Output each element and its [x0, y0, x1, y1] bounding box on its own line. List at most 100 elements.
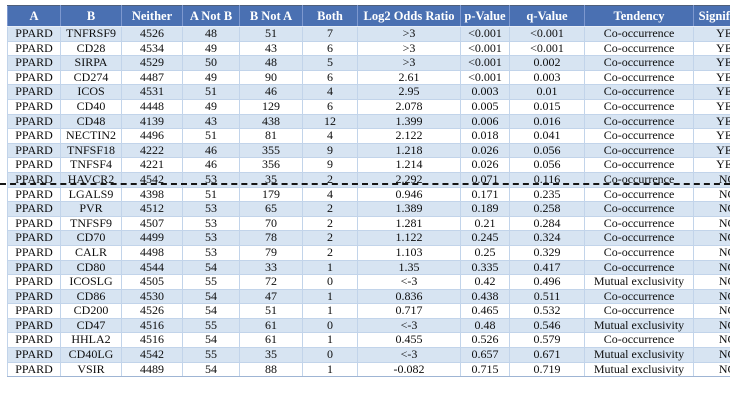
- cell-both: 4: [302, 186, 358, 203]
- cell-neither: 4534: [121, 40, 183, 57]
- table-row: PPARD CD48 4139 43 438 12 1.399 0.006 0.016 Co-oc…: [7, 113, 730, 130]
- cell-b: CD70: [60, 230, 122, 246]
- cell-p-value: 0.657: [460, 347, 510, 363]
- cell-neither: 4512: [121, 201, 183, 217]
- cell-significant: NO: [693, 347, 730, 363]
- cell-p-value: 0.42: [460, 274, 510, 290]
- cell-b-not-a: 78: [239, 230, 303, 246]
- cell-both: 1: [302, 361, 358, 378]
- cell-q-value: 0.01: [509, 84, 585, 100]
- cell-b: ICOSLG: [60, 274, 122, 290]
- cell-q-value: 0.496: [509, 274, 585, 290]
- cell-p-value: 0.171: [460, 186, 510, 203]
- cell-both: 6: [302, 40, 358, 57]
- cell-significant: NO: [693, 259, 730, 276]
- cell-log2-odds-ratio: -0.082: [357, 361, 461, 378]
- cell-both: 6: [302, 98, 358, 115]
- cell-log2-odds-ratio: >3: [357, 26, 461, 42]
- cell-b-not-a: 90: [239, 69, 303, 86]
- cell-significant: NO: [693, 288, 730, 305]
- cell-q-value: 0.258: [509, 201, 585, 217]
- cell-b: CD274: [60, 69, 122, 86]
- cell-both: 1: [302, 332, 358, 349]
- cell-significant: YES: [693, 40, 730, 57]
- cell-significant: NO: [693, 317, 730, 334]
- cell-significant: NO: [693, 332, 730, 349]
- cell-a-not-b: 49: [182, 40, 240, 57]
- cell-q-value: 0.511: [509, 288, 585, 305]
- cell-tendency: Co-occurrence: [584, 215, 694, 232]
- column-header-log2-odds-ratio: Log2 Odds Ratio: [357, 5, 461, 27]
- cell-q-value: 0.546: [509, 317, 585, 334]
- cell-p-value: 0.006: [460, 113, 510, 130]
- cell-log2-odds-ratio: <-3: [357, 347, 461, 363]
- cell-log2-odds-ratio: >3: [357, 55, 461, 71]
- cell-a-not-b: 53: [182, 215, 240, 232]
- cell-log2-odds-ratio: 1.389: [357, 201, 461, 217]
- cell-tendency: Co-occurrence: [584, 303, 694, 319]
- cell-a-not-b: 48: [182, 26, 240, 42]
- cell-both: 2: [302, 215, 358, 232]
- cell-a: PPARD: [7, 274, 61, 290]
- significance-divider-line: [0, 183, 730, 185]
- cell-significant: YES: [693, 157, 730, 173]
- cell-b: CD28: [60, 40, 122, 57]
- cell-both: 2: [302, 230, 358, 246]
- cell-a-not-b: 53: [182, 201, 240, 217]
- cell-significant: NO: [693, 274, 730, 290]
- cell-b: CD47: [60, 317, 122, 334]
- cell-tendency: Co-occurrence: [584, 113, 694, 130]
- cell-log2-odds-ratio: <-3: [357, 274, 461, 290]
- cell-significant: YES: [693, 128, 730, 144]
- cell-tendency: Mutual exclusivity: [584, 347, 694, 363]
- cell-a: PPARD: [7, 69, 61, 86]
- column-header-q-value: q-Value: [509, 5, 585, 27]
- cell-tendency: Co-occurrence: [584, 98, 694, 115]
- cell-neither: 4516: [121, 332, 183, 349]
- cell-tendency: Co-occurrence: [584, 201, 694, 217]
- table-row: PPARD TNFSF18 4222 46 355 9 1.218 0.026 0.056 Co-…: [7, 142, 730, 159]
- table-row: PPARD PVR 4512 53 65 2 1.389 0.189 0.258 Co-occur…: [7, 201, 730, 217]
- column-header-neither: Neither: [121, 5, 183, 27]
- cell-b-not-a: 47: [239, 288, 303, 305]
- cell-a: PPARD: [7, 113, 61, 130]
- cell-both: 1: [302, 288, 358, 305]
- cell-p-value: 0.245: [460, 230, 510, 246]
- cell-tendency: Co-occurrence: [584, 186, 694, 203]
- cell-significant: NO: [693, 361, 730, 378]
- cell-a: PPARD: [7, 332, 61, 349]
- cell-b: VSIR: [60, 361, 122, 378]
- cell-a-not-b: 54: [182, 288, 240, 305]
- cell-b: CD86: [60, 288, 122, 305]
- cell-a: PPARD: [7, 55, 61, 71]
- cell-both: 0: [302, 347, 358, 363]
- cell-neither: 4505: [121, 274, 183, 290]
- cell-a-not-b: 54: [182, 303, 240, 319]
- cell-both: 2: [302, 201, 358, 217]
- cell-log2-odds-ratio: 0.455: [357, 332, 461, 349]
- cell-b-not-a: 81: [239, 128, 303, 144]
- cell-a-not-b: 50: [182, 55, 240, 71]
- table-row: PPARD CD40 4448 49 129 6 2.078 0.005 0.015 Co-occ…: [7, 98, 730, 115]
- table-row: PPARD CD47 4516 55 61 0 <-3 0.48 0.546 Mutual exc…: [7, 317, 730, 334]
- cell-a: PPARD: [7, 230, 61, 246]
- cell-b-not-a: 51: [239, 303, 303, 319]
- cell-a-not-b: 46: [182, 157, 240, 173]
- cell-b-not-a: 46: [239, 84, 303, 100]
- table-row: PPARD CD80 4544 54 33 1 1.35 0.335 0.417 Co-occur…: [7, 259, 730, 276]
- cell-both: 5: [302, 55, 358, 71]
- cell-a-not-b: 43: [182, 113, 240, 130]
- cell-a: PPARD: [7, 259, 61, 276]
- cell-q-value: 0.284: [509, 215, 585, 232]
- cell-neither: 4498: [121, 244, 183, 261]
- cell-both: 12: [302, 113, 358, 130]
- cell-neither: 4489: [121, 361, 183, 378]
- cell-both: 9: [302, 142, 358, 159]
- table-row: PPARD CD70 4499 53 78 2 1.122 0.245 0.324 Co-occu…: [7, 230, 730, 246]
- cell-a: PPARD: [7, 128, 61, 144]
- cell-q-value: <0.001: [509, 26, 585, 42]
- cell-p-value: 0.438: [460, 288, 510, 305]
- cell-b-not-a: 65: [239, 201, 303, 217]
